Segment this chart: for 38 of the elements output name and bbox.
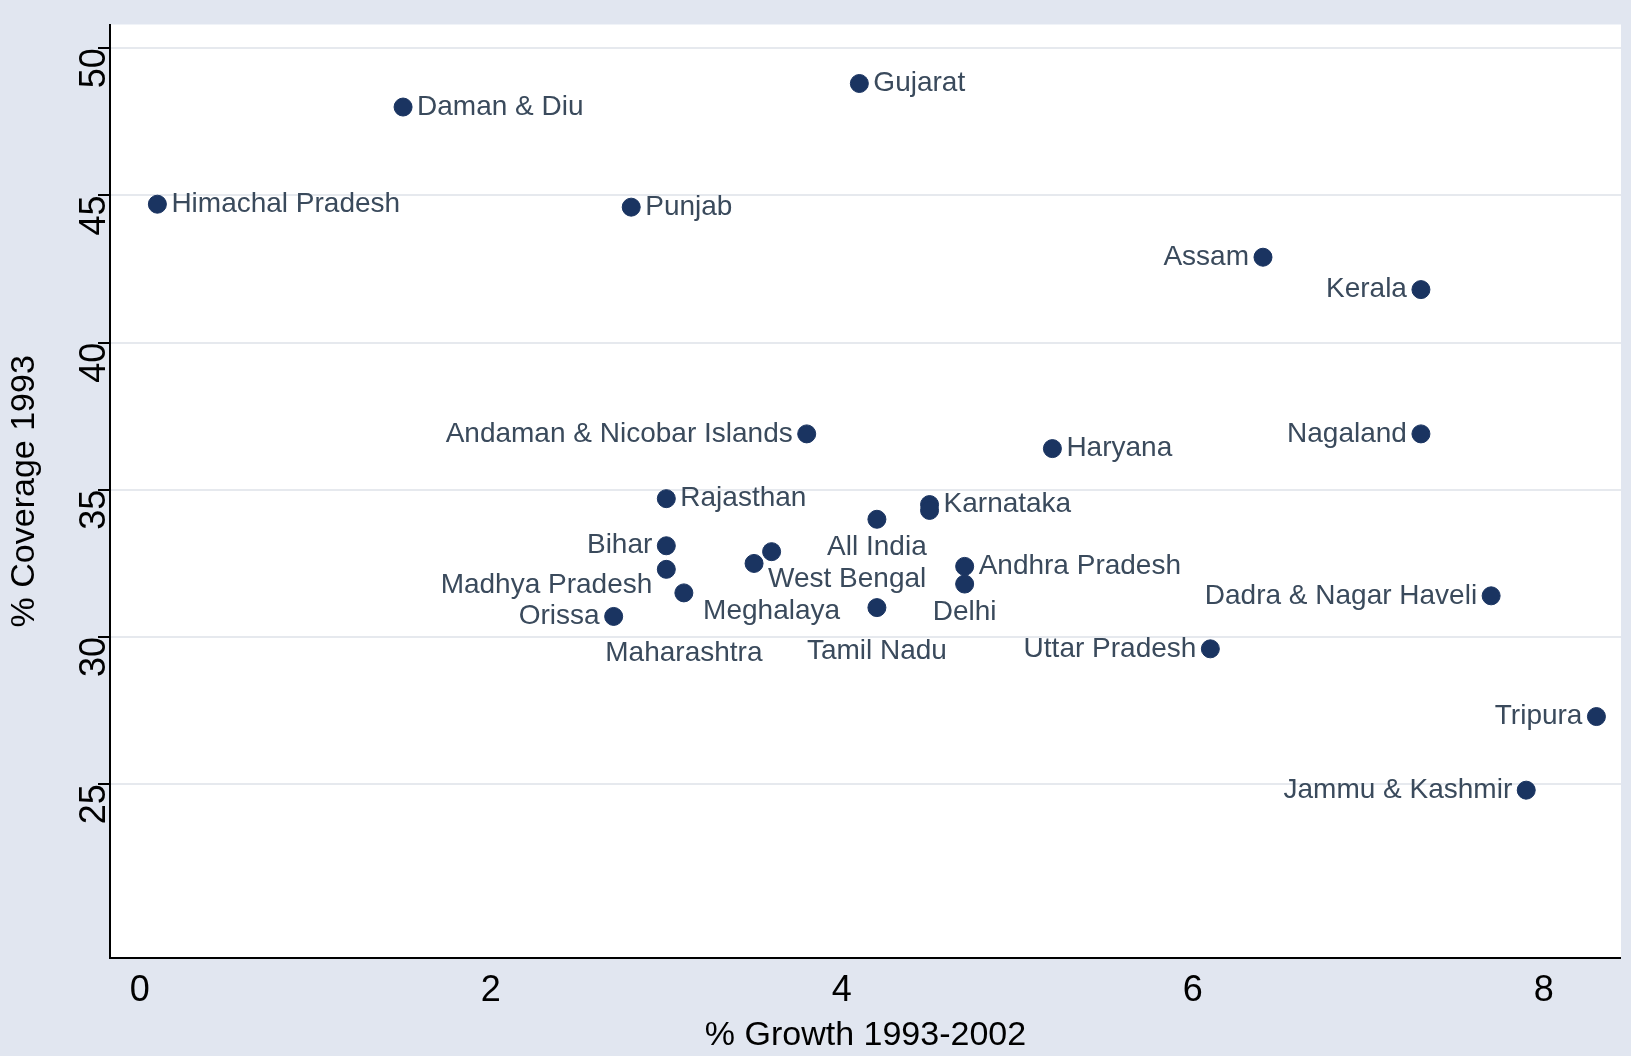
- annotation: Nagaland: [1287, 416, 1407, 448]
- annotation: Andaman & Nicobar Islands: [445, 416, 793, 448]
- annotation: Rajasthan: [680, 481, 807, 513]
- y-tick-label: 45: [71, 195, 113, 236]
- y-tick-label: 25: [71, 784, 113, 825]
- annotation: Madhya Pradesh: [440, 568, 653, 600]
- annotation: Tripura: [1494, 699, 1583, 731]
- x-tick-label: 2: [480, 967, 501, 1009]
- annotation: Haryana: [1066, 431, 1173, 463]
- x-tick-label: 0: [129, 967, 150, 1009]
- annotation: Kerala: [1326, 272, 1408, 304]
- y-axis-title: % Coverage 1993: [2, 355, 41, 628]
- annotation: Jammu & Kashmir: [1283, 772, 1513, 804]
- annotation: Karnataka: [943, 487, 1072, 519]
- annotation: Himachal Pradesh: [171, 186, 401, 218]
- x-tick-label: 4: [831, 967, 852, 1009]
- annotation: Daman & Diu: [417, 89, 584, 121]
- annotation: Orissa: [518, 599, 601, 631]
- annotation: Bihar: [586, 528, 653, 560]
- annotation: Maharashtra: [605, 635, 763, 667]
- annotation: Dadra & Nagar Haveli: [1204, 578, 1478, 610]
- y-tick-label: 30: [71, 637, 113, 678]
- x-tick-label: 6: [1182, 967, 1203, 1009]
- annotation: Delhi: [932, 594, 997, 626]
- y-tick-label: 40: [71, 342, 113, 383]
- annotation: Uttar Pradesh: [1023, 631, 1197, 663]
- annotation: All India: [827, 529, 928, 561]
- annotation: West Bengal: [768, 562, 927, 594]
- y-tick-label: 50: [71, 48, 113, 89]
- annotation: Gujarat: [873, 66, 966, 98]
- annotation: Andhra Pradesh: [978, 549, 1182, 581]
- annotation: Tamil Nadu: [806, 634, 947, 666]
- annotation: Assam: [1163, 239, 1249, 271]
- annotation: Punjab: [645, 189, 733, 221]
- x-tick-label: 8: [1533, 967, 1554, 1009]
- annotation: Meghalaya: [703, 594, 841, 626]
- y-tick-label: 35: [71, 489, 113, 530]
- x-axis-title: % Growth 1993-2002: [704, 1013, 1027, 1052]
